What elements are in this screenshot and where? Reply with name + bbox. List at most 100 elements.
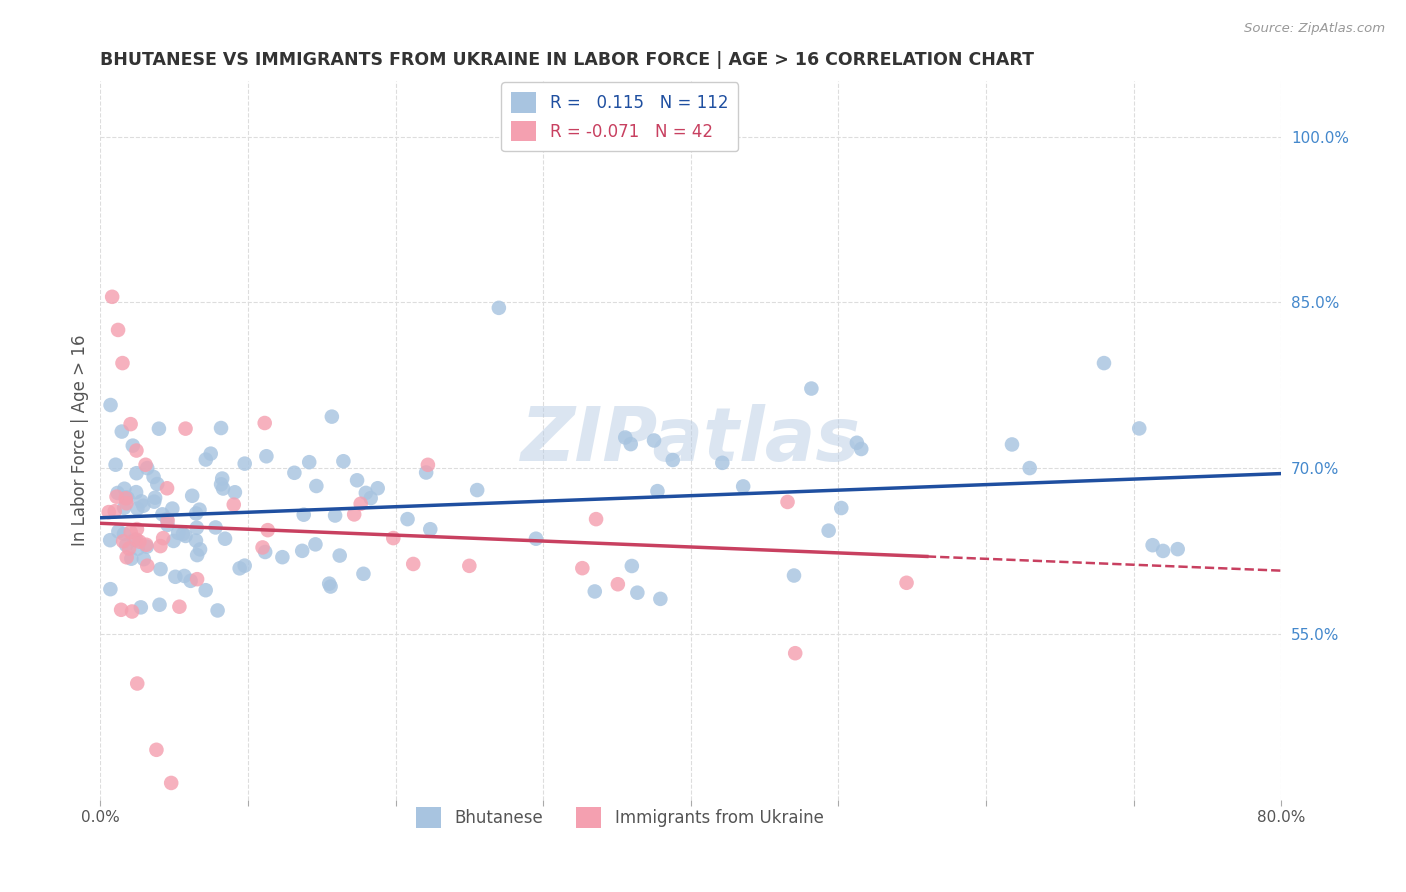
Bhutanese	[149, 562, 172, 576]
Bhutanese	[204, 520, 226, 534]
Immigrants from Ukraine	[128, 534, 150, 549]
Bhutanese	[129, 600, 152, 615]
Immigrants from Ukraine	[585, 512, 607, 526]
Immigrants from Ukraine	[160, 776, 183, 790]
Immigrants from Ukraine	[135, 538, 157, 552]
Bhutanese	[319, 580, 342, 594]
Bhutanese	[115, 538, 138, 552]
Bhutanese	[224, 485, 246, 500]
Immigrants from Ukraine	[110, 603, 132, 617]
Bhutanese	[127, 501, 149, 516]
Legend: Bhutanese, Immigrants from Ukraine: Bhutanese, Immigrants from Ukraine	[409, 801, 831, 834]
Bhutanese	[124, 533, 146, 547]
Immigrants from Ukraine	[111, 356, 134, 370]
Bhutanese	[292, 508, 315, 522]
Bhutanese	[661, 453, 683, 467]
Text: BHUTANESE VS IMMIGRANTS FROM UKRAINE IN LABOR FORCE | AGE > 16 CORRELATION CHART: BHUTANESE VS IMMIGRANTS FROM UKRAINE IN …	[100, 51, 1035, 69]
Bhutanese	[488, 301, 510, 315]
Immigrants from Ukraine	[382, 531, 405, 545]
Text: ZIPatlas: ZIPatlas	[520, 404, 860, 477]
Bhutanese	[733, 479, 755, 493]
Bhutanese	[1018, 461, 1040, 475]
Bhutanese	[396, 512, 419, 526]
Immigrants from Ukraine	[256, 523, 278, 537]
Bhutanese	[233, 558, 256, 573]
Bhutanese	[207, 603, 229, 617]
Bhutanese	[172, 527, 194, 541]
Bhutanese	[228, 561, 250, 575]
Bhutanese	[142, 470, 165, 484]
Bhutanese	[136, 461, 159, 475]
Immigrants from Ukraine	[186, 572, 208, 586]
Text: Source: ZipAtlas.com: Source: ZipAtlas.com	[1244, 22, 1385, 36]
Bhutanese	[104, 458, 127, 472]
Bhutanese	[851, 442, 873, 456]
Immigrants from Ukraine	[343, 508, 366, 522]
Bhutanese	[830, 501, 852, 516]
Bhutanese	[181, 489, 204, 503]
Bhutanese	[121, 439, 143, 453]
Bhutanese	[614, 430, 637, 444]
Bhutanese	[298, 455, 321, 469]
Bhutanese	[346, 473, 368, 487]
Bhutanese	[1142, 538, 1164, 552]
Bhutanese	[1092, 356, 1115, 370]
Bhutanese	[583, 584, 606, 599]
Bhutanese	[817, 524, 839, 538]
Immigrants from Ukraine	[120, 417, 142, 431]
Bhutanese	[323, 508, 346, 523]
Immigrants from Ukraine	[169, 599, 191, 614]
Bhutanese	[173, 569, 195, 583]
Bhutanese	[233, 457, 256, 471]
Bhutanese	[321, 409, 343, 424]
Immigrants from Ukraine	[776, 495, 799, 509]
Bhutanese	[132, 499, 155, 513]
Bhutanese	[283, 466, 305, 480]
Bhutanese	[209, 421, 232, 435]
Bhutanese	[194, 452, 217, 467]
Bhutanese	[209, 477, 232, 491]
Immigrants from Ukraine	[222, 498, 245, 512]
Bhutanese	[135, 540, 157, 554]
Bhutanese	[167, 525, 190, 540]
Bhutanese	[1001, 437, 1024, 451]
Bhutanese	[711, 456, 734, 470]
Bhutanese	[1128, 421, 1150, 435]
Bhutanese	[1167, 542, 1189, 557]
Bhutanese	[367, 481, 389, 495]
Bhutanese	[212, 482, 235, 496]
Bhutanese	[254, 545, 277, 559]
Immigrants from Ukraine	[606, 577, 628, 591]
Bhutanese	[845, 435, 868, 450]
Bhutanese	[783, 568, 806, 582]
Immigrants from Ukraine	[97, 505, 120, 519]
Bhutanese	[188, 542, 211, 557]
Bhutanese	[211, 471, 233, 485]
Immigrants from Ukraine	[135, 458, 157, 472]
Immigrants from Ukraine	[104, 504, 127, 518]
Immigrants from Ukraine	[571, 561, 593, 575]
Bhutanese	[162, 533, 184, 548]
Bhutanese	[107, 486, 129, 500]
Immigrants from Ukraine	[136, 558, 159, 573]
Immigrants from Ukraine	[105, 490, 128, 504]
Bhutanese	[1152, 544, 1174, 558]
Immigrants from Ukraine	[145, 743, 167, 757]
Bhutanese	[650, 591, 672, 606]
Bhutanese	[184, 507, 207, 521]
Immigrants from Ukraine	[118, 541, 141, 556]
Bhutanese	[419, 522, 441, 536]
Immigrants from Ukraine	[115, 496, 138, 510]
Bhutanese	[214, 532, 236, 546]
Immigrants from Ukraine	[174, 422, 197, 436]
Bhutanese	[332, 454, 354, 468]
Bhutanese	[291, 544, 314, 558]
Bhutanese	[162, 501, 184, 516]
Immigrants from Ukraine	[125, 533, 148, 547]
Bhutanese	[329, 549, 352, 563]
Bhutanese	[354, 486, 377, 500]
Bhutanese	[626, 585, 648, 599]
Bhutanese	[98, 533, 121, 548]
Bhutanese	[186, 548, 208, 562]
Bhutanese	[465, 483, 488, 497]
